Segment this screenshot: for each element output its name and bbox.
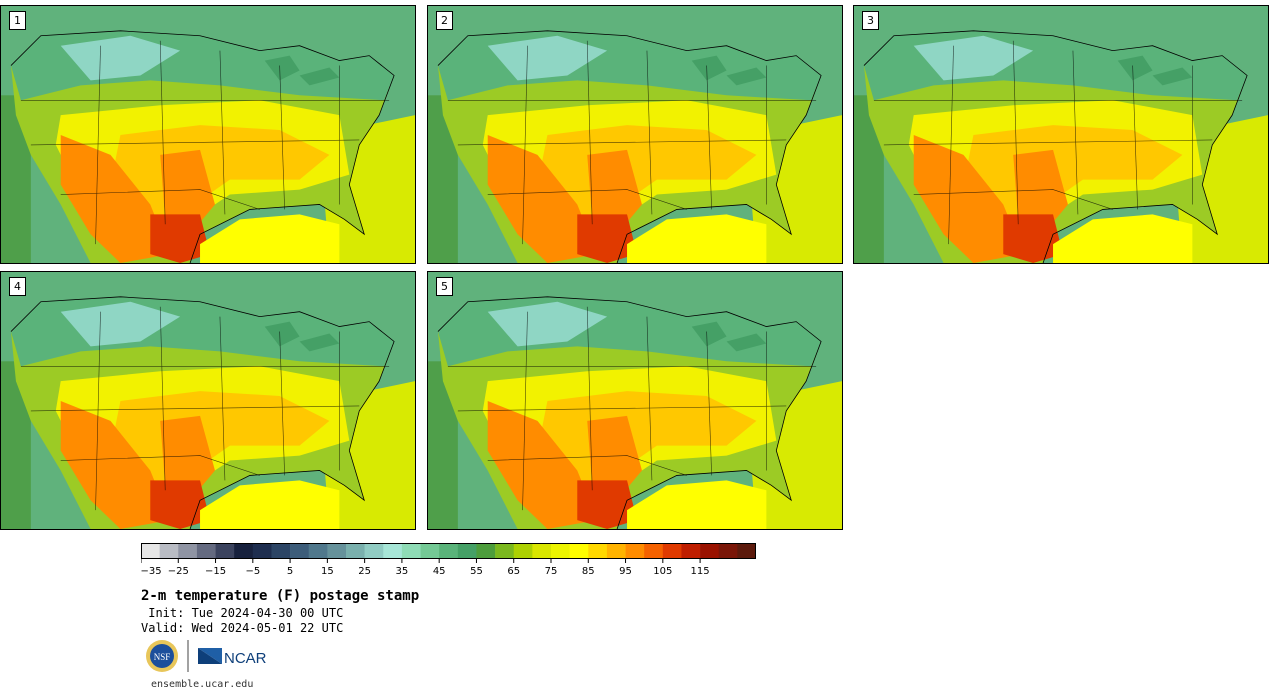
panel-label: 5	[436, 277, 453, 296]
ncar-logo-text: NCAR	[224, 650, 267, 667]
colorbar-swatch	[271, 543, 291, 559]
colorbar-swatch	[644, 543, 664, 559]
colorbar-swatch	[532, 543, 552, 559]
colorbar-tick-label: 55	[470, 566, 483, 577]
colorbar-swatch	[606, 543, 626, 559]
panel-label: 1	[9, 11, 26, 30]
colorbar-swatch	[662, 543, 682, 559]
colorbar-swatch	[364, 543, 384, 559]
colorbar-swatch	[141, 543, 160, 559]
colorbar-swatch	[681, 543, 701, 559]
colorbar-swatch	[383, 543, 403, 559]
temperature-map	[1, 6, 415, 263]
map-panel-3: 3	[853, 5, 1269, 264]
temperature-colorbar	[141, 543, 756, 559]
colorbar-swatch	[513, 543, 533, 559]
plot-title: 2-m temperature (F) postage stamp	[141, 588, 420, 604]
map-panel-4: 4	[0, 271, 416, 530]
valid-time: Valid: Wed 2024-05-01 22 UTC	[141, 621, 344, 635]
colorbar-swatch	[476, 543, 496, 559]
colorbar-swatch	[495, 543, 515, 559]
colorbar-tick-label: −25	[168, 566, 189, 577]
colorbar-tick-label: −15	[205, 566, 226, 577]
colorbar-tick-label: 45	[433, 566, 446, 577]
colorbar-swatch	[346, 543, 365, 559]
colorbar-tick-label: 35	[396, 566, 409, 577]
colorbar-tick-label: 95	[619, 566, 632, 577]
colorbar-swatch	[234, 543, 254, 559]
nsf-logo-text: NSF	[154, 652, 171, 662]
temperature-map	[428, 6, 842, 263]
temperature-map	[854, 6, 1268, 263]
colorbar-swatch	[551, 543, 570, 559]
colorbar-swatch	[252, 543, 272, 559]
init-time: Init: Tue 2024-04-30 00 UTC	[141, 606, 344, 620]
colorbar-tick-label: 115	[691, 566, 710, 577]
colorbar-swatch	[178, 543, 198, 559]
colorbar-swatch	[718, 543, 738, 559]
colorbar-swatch	[737, 543, 756, 559]
nsf-logo: NSF	[146, 640, 178, 672]
colorbar-swatch	[569, 543, 589, 559]
site-url: ensemble.ucar.edu	[151, 679, 254, 690]
colorbar-tick-label: 65	[507, 566, 520, 577]
colorbar-tick-label: 15	[321, 566, 334, 577]
colorbar-ticks: −35 −25 −15 −5 5 15 25 35 45 55 65 75 85 95 105 115	[141, 559, 710, 577]
colorbar-swatch	[700, 543, 720, 559]
map-panel-5: 5	[427, 271, 843, 530]
panel-label: 2	[436, 11, 453, 30]
colorbar-swatch	[625, 543, 645, 559]
panel-label: 4	[9, 277, 26, 296]
temperature-map	[428, 272, 842, 529]
colorbar-swatch	[327, 543, 347, 559]
colorbar-swatch	[215, 543, 235, 559]
colorbar-swatch	[290, 543, 310, 559]
map-panel-2: 2	[427, 5, 843, 264]
colorbar-tick-label: −5	[245, 566, 260, 577]
sponsor-logos: NSF NCAR	[146, 640, 267, 672]
colorbar-swatch	[308, 543, 328, 559]
colorbar-swatch	[401, 543, 421, 559]
colorbar-swatch	[420, 543, 440, 559]
colorbar-swatch	[439, 543, 459, 559]
panel-label: 3	[862, 11, 879, 30]
colorbar-tick-label: 25	[358, 566, 371, 577]
temperature-map	[1, 272, 415, 529]
ncar-logo: NCAR	[198, 648, 267, 667]
colorbar-swatch	[196, 543, 216, 559]
colorbar-tick-label: 75	[545, 566, 558, 577]
map-panel-1: 1	[0, 5, 416, 264]
colorbar-tick-label: 85	[582, 566, 595, 577]
colorbar-tick-label: 5	[287, 566, 293, 577]
colorbar-tick-label: −35	[141, 566, 162, 577]
colorbar-swatch	[588, 543, 608, 559]
colorbar-swatch	[457, 543, 477, 559]
colorbar-tick-label: 105	[653, 566, 672, 577]
colorbar-swatch	[159, 543, 179, 559]
